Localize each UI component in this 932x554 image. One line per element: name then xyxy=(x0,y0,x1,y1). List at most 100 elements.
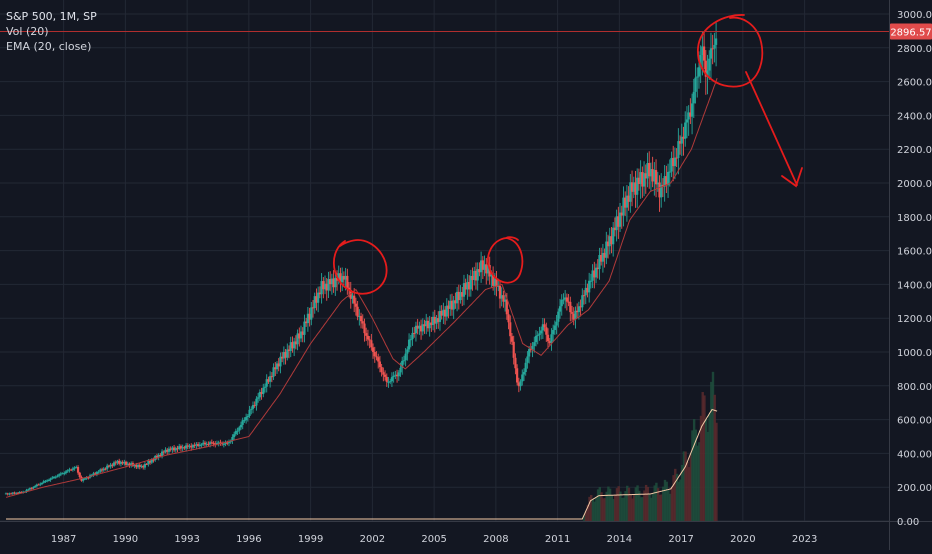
candle xyxy=(418,325,421,329)
volume-bar xyxy=(660,494,663,521)
candle xyxy=(608,236,611,247)
candle xyxy=(155,456,159,458)
candle xyxy=(145,464,148,466)
candle xyxy=(269,376,272,382)
candle xyxy=(70,469,73,471)
candle xyxy=(600,255,603,262)
candle xyxy=(577,306,580,313)
candle xyxy=(514,357,517,369)
candle xyxy=(457,291,460,301)
volume-bar xyxy=(665,481,668,521)
candle xyxy=(574,310,577,320)
candle xyxy=(649,169,653,177)
candle xyxy=(531,345,534,350)
candle xyxy=(99,469,102,472)
candle xyxy=(473,270,476,280)
candle xyxy=(317,292,320,303)
volume-bar xyxy=(668,493,672,521)
candle xyxy=(320,281,323,295)
last-price-label-bg xyxy=(890,23,932,40)
candle xyxy=(687,112,690,120)
candle xyxy=(656,182,659,185)
candle xyxy=(214,443,217,445)
candle xyxy=(279,356,282,367)
candle xyxy=(255,398,258,406)
candle xyxy=(390,377,394,382)
candle xyxy=(118,460,121,464)
candle xyxy=(78,472,81,477)
volume-bar xyxy=(583,515,586,521)
candle xyxy=(397,372,400,377)
price-axis-label: 400.00 xyxy=(897,449,932,460)
candle xyxy=(579,306,582,308)
candle xyxy=(471,275,474,280)
candle xyxy=(653,170,656,182)
candle xyxy=(701,46,704,56)
candle xyxy=(282,352,285,359)
candle xyxy=(224,442,227,444)
legend-volume[interactable]: Vol (20) xyxy=(6,25,49,38)
candle xyxy=(564,297,567,300)
candle xyxy=(250,408,253,410)
candle xyxy=(123,461,126,464)
volume-bar xyxy=(651,493,655,521)
candle xyxy=(28,488,32,490)
candle xyxy=(394,374,397,376)
candle xyxy=(642,173,646,187)
legend-ema[interactable]: EMA (20, close) xyxy=(6,40,92,53)
candle xyxy=(529,349,532,351)
annotation-arrow-shaft xyxy=(745,71,798,186)
candle xyxy=(660,184,663,198)
candle xyxy=(555,321,558,326)
candle xyxy=(684,122,687,139)
time-axis-label: 2011 xyxy=(545,534,570,545)
volume-bar xyxy=(653,485,656,521)
volume-bar xyxy=(593,501,596,521)
candle xyxy=(37,484,40,486)
volume-bar xyxy=(682,451,686,521)
price-axis-label: 600.00 xyxy=(897,416,932,427)
candle xyxy=(193,445,196,447)
candle xyxy=(263,386,267,388)
candle xyxy=(677,141,680,158)
candle xyxy=(598,255,601,270)
candle xyxy=(166,449,169,452)
volume-bar xyxy=(711,371,715,521)
volume-bar xyxy=(620,497,624,521)
candle xyxy=(708,58,711,71)
candle xyxy=(157,454,160,458)
candle xyxy=(521,374,524,382)
candle xyxy=(318,292,321,295)
candle xyxy=(102,468,105,471)
candle xyxy=(203,442,207,445)
time-axis-label: 1993 xyxy=(174,534,199,545)
candle xyxy=(648,163,651,177)
candle xyxy=(672,157,675,167)
candle xyxy=(171,447,174,450)
volume-bar xyxy=(639,497,643,521)
candle xyxy=(162,451,165,453)
candle xyxy=(658,182,661,198)
price-axis-label: 2000.00 xyxy=(897,179,932,190)
candle xyxy=(450,300,454,310)
legend-symbol[interactable]: S&P 500, 1M, SP xyxy=(6,10,97,23)
candle xyxy=(605,241,608,258)
price-axis-label: 0.00 xyxy=(897,517,919,528)
candle xyxy=(251,405,255,409)
candle xyxy=(504,299,507,302)
candle xyxy=(694,77,697,92)
volume-bar xyxy=(655,482,658,521)
candle xyxy=(569,301,572,313)
candle xyxy=(567,301,570,303)
volume-bar xyxy=(586,504,589,521)
candle xyxy=(337,273,340,281)
candle xyxy=(298,333,301,339)
candle xyxy=(363,323,366,334)
candle xyxy=(516,368,519,383)
candle xyxy=(618,212,622,227)
annotations xyxy=(332,14,803,295)
candle xyxy=(483,264,486,270)
candle xyxy=(401,360,404,368)
